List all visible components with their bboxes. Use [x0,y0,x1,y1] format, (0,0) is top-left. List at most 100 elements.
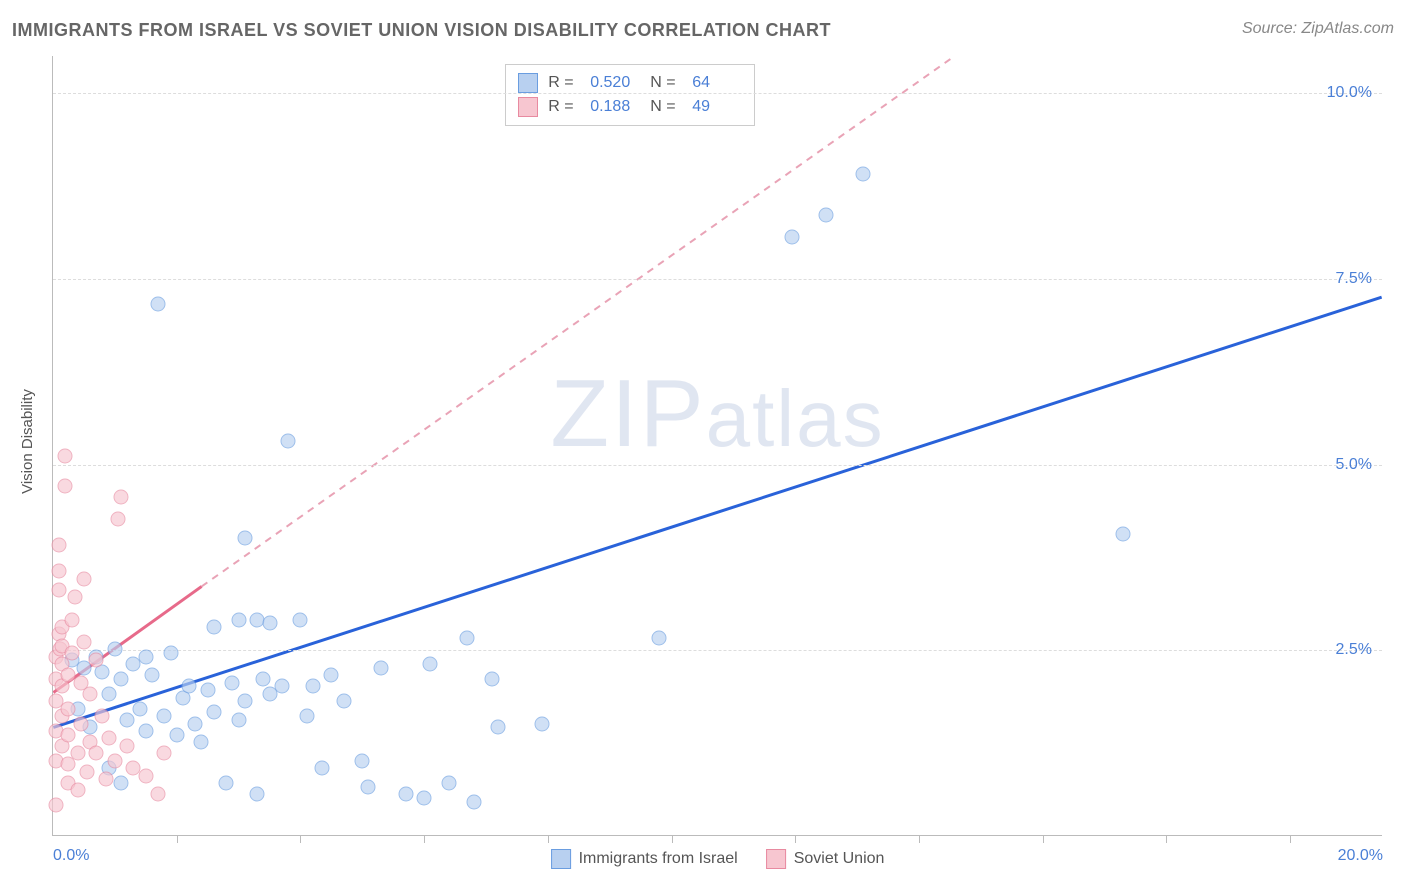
scatter-point-soviet [83,686,98,701]
scatter-point-israel [324,668,339,683]
scatter-point-israel [293,612,308,627]
gridline-h [53,279,1382,280]
scatter-point-israel [856,166,871,181]
scatter-point-soviet [107,753,122,768]
y-tick-label: 5.0% [1336,456,1372,474]
scatter-point-soviet [120,738,135,753]
scatter-point-israel [138,724,153,739]
y-tick-label: 7.5% [1336,270,1372,288]
x-tick [424,835,425,843]
scatter-point-israel [281,434,296,449]
x-tick [1290,835,1291,843]
scatter-point-israel [157,709,172,724]
series-legend-label: Soviet Union [794,850,885,868]
scatter-point-israel [417,790,432,805]
series-legend-item: Soviet Union [766,849,885,869]
scatter-point-israel [101,686,116,701]
legend-r-value: 0.188 [590,98,640,116]
x-tick [795,835,796,843]
soviet-trend-dash [202,56,955,586]
legend-swatch [518,73,538,93]
scatter-point-soviet [76,571,91,586]
scatter-point-israel [107,642,122,657]
scatter-point-israel [491,720,506,735]
scatter-point-israel [138,649,153,664]
trend-lines-layer [53,56,1382,835]
scatter-point-soviet [151,787,166,802]
x-tick [919,835,920,843]
scatter-point-israel [200,683,215,698]
legend-r-label: R = [548,98,580,116]
y-axis-title: Vision Disability [12,56,42,826]
scatter-point-soviet [64,612,79,627]
legend-swatch [551,849,571,869]
legend-n-value: 64 [692,74,742,92]
scatter-point-soviet [67,590,82,605]
x-tick [1166,835,1167,843]
scatter-point-israel [206,620,221,635]
scatter-point-israel [361,779,376,794]
legend-r-value: 0.520 [590,74,640,92]
scatter-point-israel [441,776,456,791]
scatter-point-israel [231,612,246,627]
series-legend: Immigrants from Israel Soviet Union [551,849,885,869]
scatter-point-israel [336,694,351,709]
x-tick [548,835,549,843]
y-tick-label: 10.0% [1327,84,1372,102]
scatter-point-israel [652,631,667,646]
series-legend-label: Immigrants from Israel [579,850,738,868]
gridline-h [53,93,1382,94]
scatter-point-israel [299,709,314,724]
stats-legend: R =0.520N =64R =0.188N =49 [505,64,755,126]
scatter-point-israel [144,668,159,683]
stats-legend-row: R =0.520N =64 [518,71,742,95]
scatter-point-israel [274,679,289,694]
scatter-point-soviet [114,490,129,505]
scatter-point-israel [315,761,330,776]
scatter-point-israel [182,679,197,694]
scatter-point-israel [114,776,129,791]
chart-title: IMMIGRANTS FROM ISRAEL VS SOVIET UNION V… [12,20,831,41]
scatter-point-soviet [70,746,85,761]
scatter-point-israel [305,679,320,694]
x-tick [1043,835,1044,843]
legend-swatch [766,849,786,869]
scatter-point-israel [188,716,203,731]
series-legend-item: Immigrants from Israel [551,849,738,869]
scatter-point-soviet [70,783,85,798]
x-tick [672,835,673,843]
source-label: Source: ZipAtlas.com [1242,20,1394,38]
scatter-point-soviet [76,634,91,649]
scatter-point-israel [355,753,370,768]
scatter-point-soviet [89,653,104,668]
scatter-point-israel [819,207,834,222]
scatter-point-soviet [110,512,125,527]
chart-container: Vision Disability ZIPatlas R =0.520N =64… [12,56,1394,876]
scatter-point-israel [373,660,388,675]
scatter-point-soviet [52,538,67,553]
scatter-point-israel [231,712,246,727]
scatter-point-israel [1116,527,1131,542]
scatter-point-soviet [157,746,172,761]
scatter-point-soviet [101,731,116,746]
scatter-point-israel [485,672,500,687]
stats-legend-row: R =0.188N =49 [518,95,742,119]
scatter-point-israel [534,716,549,731]
scatter-point-soviet [52,582,67,597]
scatter-point-israel [423,657,438,672]
scatter-point-soviet [89,746,104,761]
legend-swatch [518,97,538,117]
scatter-point-israel [398,787,413,802]
scatter-point-soviet [95,709,110,724]
scatter-point-israel [225,675,240,690]
scatter-point-soviet [80,764,95,779]
scatter-point-soviet [61,701,76,716]
x-tick [300,835,301,843]
scatter-point-soviet [58,449,73,464]
scatter-point-israel [460,631,475,646]
gridline-h [53,650,1382,651]
plot-area: ZIPatlas R =0.520N =64R =0.188N =49 Immi… [52,56,1382,836]
legend-n-label: N = [650,98,682,116]
scatter-point-israel [132,701,147,716]
y-tick-label: 2.5% [1336,641,1372,659]
